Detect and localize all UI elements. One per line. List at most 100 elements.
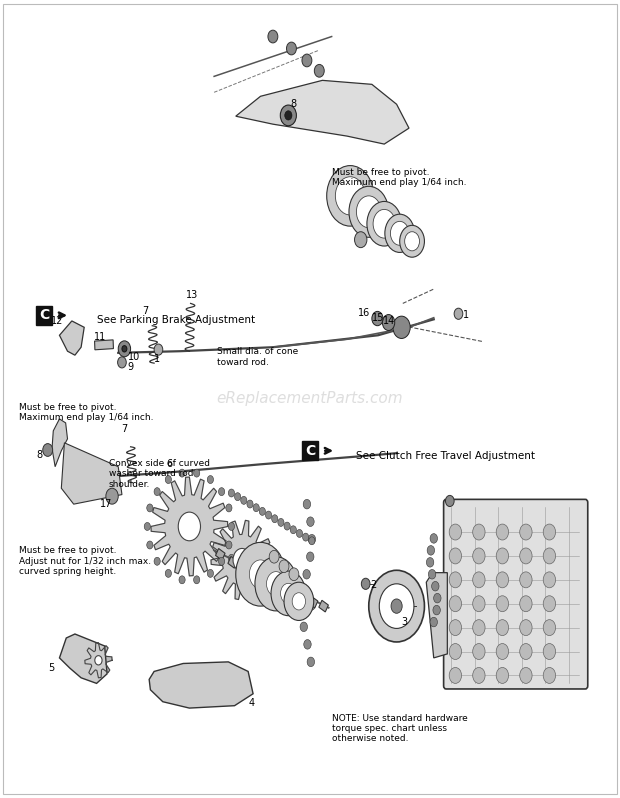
Circle shape xyxy=(281,583,296,603)
Circle shape xyxy=(307,517,314,527)
Circle shape xyxy=(314,65,324,77)
Circle shape xyxy=(472,643,485,659)
Text: 10: 10 xyxy=(128,352,140,361)
Circle shape xyxy=(543,596,556,612)
Circle shape xyxy=(543,548,556,564)
Circle shape xyxy=(259,508,265,516)
Circle shape xyxy=(520,548,532,564)
Text: 12: 12 xyxy=(51,316,64,326)
Circle shape xyxy=(496,596,508,612)
Text: 17: 17 xyxy=(100,500,112,509)
Circle shape xyxy=(391,599,402,614)
Text: Must be free to pivot.
Maximum end play 1/64 inch.: Must be free to pivot. Maximum end play … xyxy=(19,403,154,422)
Bar xyxy=(95,340,113,350)
Circle shape xyxy=(302,54,312,67)
Text: Small dia. of cone
toward rod.: Small dia. of cone toward rod. xyxy=(217,347,298,366)
Circle shape xyxy=(496,524,508,540)
Circle shape xyxy=(253,569,259,577)
Circle shape xyxy=(247,500,253,508)
Text: 14: 14 xyxy=(383,316,395,326)
Text: 7: 7 xyxy=(121,425,127,434)
Circle shape xyxy=(234,558,241,566)
Circle shape xyxy=(472,596,485,612)
Circle shape xyxy=(43,444,53,456)
Text: 2: 2 xyxy=(371,580,377,591)
Text: 11: 11 xyxy=(94,332,106,342)
Circle shape xyxy=(449,643,461,659)
Circle shape xyxy=(147,504,153,512)
Circle shape xyxy=(327,166,374,226)
Circle shape xyxy=(207,476,213,484)
Circle shape xyxy=(147,541,153,549)
Circle shape xyxy=(268,30,278,43)
Circle shape xyxy=(520,596,532,612)
Polygon shape xyxy=(236,81,409,144)
Bar xyxy=(228,556,237,568)
Circle shape xyxy=(285,111,292,120)
Polygon shape xyxy=(85,642,112,678)
Circle shape xyxy=(144,523,151,531)
Circle shape xyxy=(278,584,284,592)
Circle shape xyxy=(472,667,485,683)
Circle shape xyxy=(308,535,316,544)
Bar xyxy=(216,548,225,560)
Circle shape xyxy=(433,606,440,615)
Circle shape xyxy=(286,42,296,55)
Text: eReplacementParts.com: eReplacementParts.com xyxy=(216,392,404,406)
Text: 16: 16 xyxy=(358,308,371,318)
Circle shape xyxy=(154,344,163,355)
Circle shape xyxy=(449,596,461,612)
Circle shape xyxy=(271,571,306,616)
Circle shape xyxy=(543,572,556,588)
Circle shape xyxy=(265,511,272,519)
Circle shape xyxy=(280,105,296,126)
Circle shape xyxy=(193,469,200,477)
Text: 1: 1 xyxy=(463,310,469,320)
Circle shape xyxy=(496,620,508,635)
Circle shape xyxy=(218,557,224,565)
Polygon shape xyxy=(61,443,122,504)
Circle shape xyxy=(361,579,370,590)
Circle shape xyxy=(247,565,253,573)
Circle shape xyxy=(228,555,234,563)
Circle shape xyxy=(118,341,131,357)
Circle shape xyxy=(472,620,485,635)
Polygon shape xyxy=(52,419,68,467)
Circle shape xyxy=(300,622,308,631)
Text: 6: 6 xyxy=(167,460,172,469)
Circle shape xyxy=(393,316,410,338)
Circle shape xyxy=(472,524,485,540)
Text: Must be free to pivot.
Adjust nut for 1/32 inch max.
curved spring height.: Must be free to pivot. Adjust nut for 1/… xyxy=(19,547,151,576)
Circle shape xyxy=(472,572,485,588)
Text: See Parking Brake Adjustment: See Parking Brake Adjustment xyxy=(97,315,255,326)
Circle shape xyxy=(236,543,285,606)
Circle shape xyxy=(284,522,290,530)
Circle shape xyxy=(349,186,389,237)
Text: Must be free to pivot.
Maximum end play 1/64 inch.: Must be free to pivot. Maximum end play … xyxy=(332,168,466,188)
Circle shape xyxy=(178,512,200,541)
Circle shape xyxy=(292,593,306,610)
Circle shape xyxy=(290,526,296,534)
Text: 15: 15 xyxy=(372,313,384,322)
Circle shape xyxy=(304,639,311,649)
Circle shape xyxy=(154,557,160,565)
Circle shape xyxy=(449,667,461,683)
Polygon shape xyxy=(60,321,84,355)
Circle shape xyxy=(122,346,127,352)
Circle shape xyxy=(543,620,556,635)
Circle shape xyxy=(298,605,306,614)
Text: 1: 1 xyxy=(154,354,160,364)
Circle shape xyxy=(427,558,434,567)
Circle shape xyxy=(303,533,309,541)
Circle shape xyxy=(379,584,414,628)
Circle shape xyxy=(520,667,532,683)
Circle shape xyxy=(249,560,272,589)
Circle shape xyxy=(543,667,556,683)
Text: 5: 5 xyxy=(48,663,54,674)
Circle shape xyxy=(449,548,461,564)
Circle shape xyxy=(279,560,289,573)
Circle shape xyxy=(432,582,439,591)
FancyBboxPatch shape xyxy=(444,500,588,689)
Circle shape xyxy=(355,231,367,247)
Circle shape xyxy=(367,201,402,246)
